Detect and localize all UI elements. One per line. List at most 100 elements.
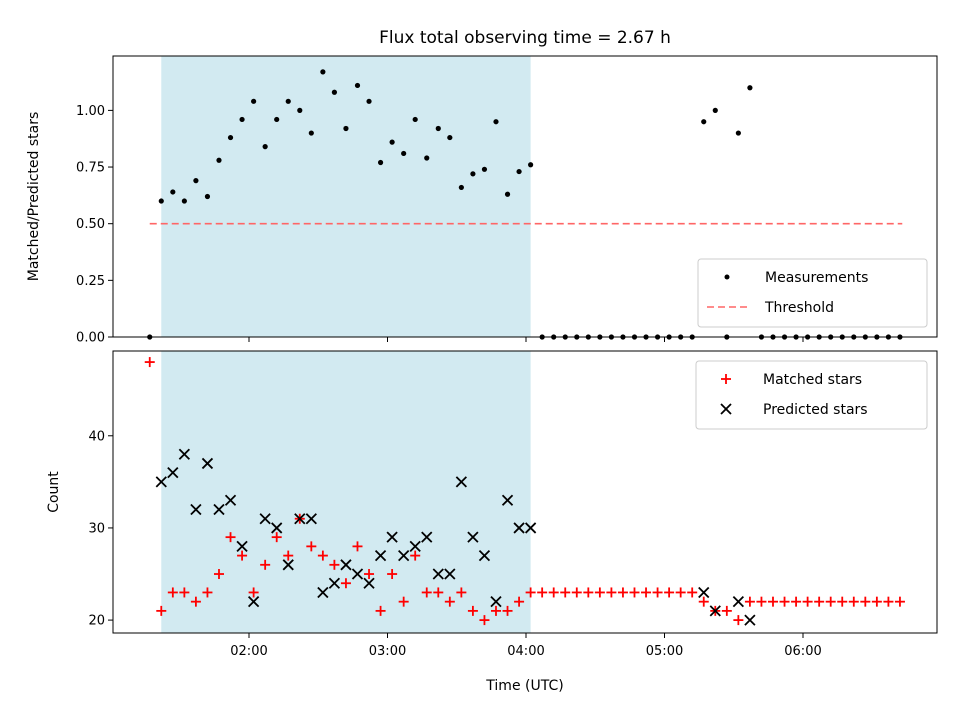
bottom-panel: 20 30 40 02:00 03:00 04:00 05:00 06:00 Count T… — [46, 350, 938, 694]
top-y-tick-label: 0.75 — [76, 161, 105, 176]
predicted-star-point — [698, 586, 710, 599]
predicted-star-point — [398, 549, 410, 562]
bottom-y-axis-label: Count — [46, 471, 62, 513]
measurement-point — [389, 139, 395, 145]
predicted-star-point — [478, 549, 491, 562]
matched-star-point — [652, 587, 663, 598]
measurement-point — [470, 171, 476, 177]
measurement-point — [262, 144, 268, 150]
matched-star-point — [283, 550, 294, 561]
measurement-point — [216, 157, 222, 163]
legend-predicted-marker — [720, 403, 732, 415]
measurement-point — [285, 98, 291, 104]
x-axis-label: Time (UTC) — [485, 678, 563, 694]
measurement-point — [343, 125, 349, 132]
matched-star-point — [560, 587, 571, 598]
predicted-star-point — [455, 476, 468, 488]
matched-star-point — [317, 550, 328, 561]
top-legend-box — [697, 258, 928, 328]
predicted-star-point — [328, 577, 341, 589]
matched-star-point — [364, 569, 375, 580]
top-x-ticks — [248, 337, 804, 342]
matched-star-point — [744, 596, 755, 607]
matched-star-point — [675, 587, 686, 598]
matched-star-point — [525, 587, 536, 598]
matched-star-point — [594, 587, 605, 598]
predicted-star-point — [363, 577, 375, 589]
predicted-star-point — [224, 494, 237, 506]
predicted-star-point — [167, 467, 179, 479]
bottom-y-tick-label: 30 — [88, 521, 105, 536]
measurement-point — [251, 98, 257, 104]
matched-star-point — [537, 587, 548, 598]
measurement-point — [435, 125, 441, 132]
matched-star-point — [767, 596, 778, 607]
legend-matched-marker — [721, 374, 731, 384]
measurement-point — [447, 134, 453, 141]
matched-star-point — [641, 587, 652, 598]
top-y-ticks: 0.00 0.25 0.50 0.75 1.00 — [76, 104, 113, 346]
matched-star-point — [814, 596, 825, 607]
bottom-x-tick-label: 04:00 — [507, 644, 544, 659]
measurement-point — [481, 166, 488, 172]
predicted-star-point — [709, 605, 721, 617]
legend-threshold-label: Threshold — [764, 300, 834, 316]
predicted-star-point — [351, 568, 364, 580]
matched-star-point — [179, 587, 190, 598]
top-y-tick-label: 0.00 — [76, 331, 105, 346]
predicted-star-point — [201, 457, 214, 470]
matched-star-point — [802, 596, 813, 607]
bottom-y-tick-label: 40 — [88, 429, 105, 444]
matched-star-point — [629, 587, 640, 598]
chart-title: Flux total observing time = 2.67 h — [379, 28, 671, 48]
legend-predicted-label: Predicted stars — [763, 402, 868, 418]
predicted-star-point — [294, 513, 306, 525]
bottom-legend: Matched stars Predicted stars — [695, 360, 928, 430]
matched-star-point — [144, 357, 155, 368]
bottom-x-tick-label: 02:00 — [230, 644, 267, 659]
measurement-point — [170, 189, 176, 195]
predicted-star-point — [513, 522, 525, 534]
measurement-point — [747, 85, 753, 91]
measurement-point — [516, 168, 522, 175]
top-y-tick-label: 0.50 — [76, 217, 105, 232]
measurement-point — [354, 82, 361, 89]
matched-star-point — [514, 596, 525, 607]
matched-star-point — [237, 550, 248, 561]
measurement-point — [493, 119, 499, 125]
measurement-point — [377, 159, 384, 166]
measurement-point — [735, 130, 741, 136]
matched-star-point — [260, 559, 271, 570]
measurement-point — [458, 184, 464, 191]
measurement-point — [239, 116, 245, 123]
predicted-star-point — [282, 559, 294, 571]
matched-star-point — [433, 587, 444, 598]
measurement-point — [331, 89, 338, 95]
bottom-axes-frame — [112, 350, 938, 634]
measurement-point — [193, 178, 199, 184]
predicted-star-point — [467, 531, 479, 543]
predicted-star-point — [409, 540, 421, 553]
matched-star-point — [883, 596, 894, 607]
predicted-star-point — [501, 494, 514, 506]
predicted-star-point — [744, 614, 756, 626]
matched-star-point — [583, 587, 594, 598]
matched-star-point — [398, 596, 409, 607]
measurement-point — [308, 130, 314, 136]
predicted-star-point — [305, 513, 317, 525]
bottom-data-points — [144, 357, 905, 626]
legend-measurements-marker — [724, 274, 730, 280]
matched-star-point — [721, 605, 732, 616]
matched-star-point — [156, 605, 167, 616]
matched-star-point — [548, 587, 559, 598]
top-panel: 0.00 0.25 0.50 0.75 1.00 Flux total observin… — [26, 28, 938, 346]
measurement-point — [274, 116, 280, 123]
measurement-point — [181, 198, 187, 204]
bottom-y-ticks: 20 30 40 — [88, 429, 113, 629]
predicted-star-point — [247, 596, 260, 608]
matched-star-point — [698, 596, 709, 607]
predicted-star-point — [732, 596, 745, 608]
measurement-point — [701, 119, 707, 125]
measurement-point — [504, 191, 511, 197]
